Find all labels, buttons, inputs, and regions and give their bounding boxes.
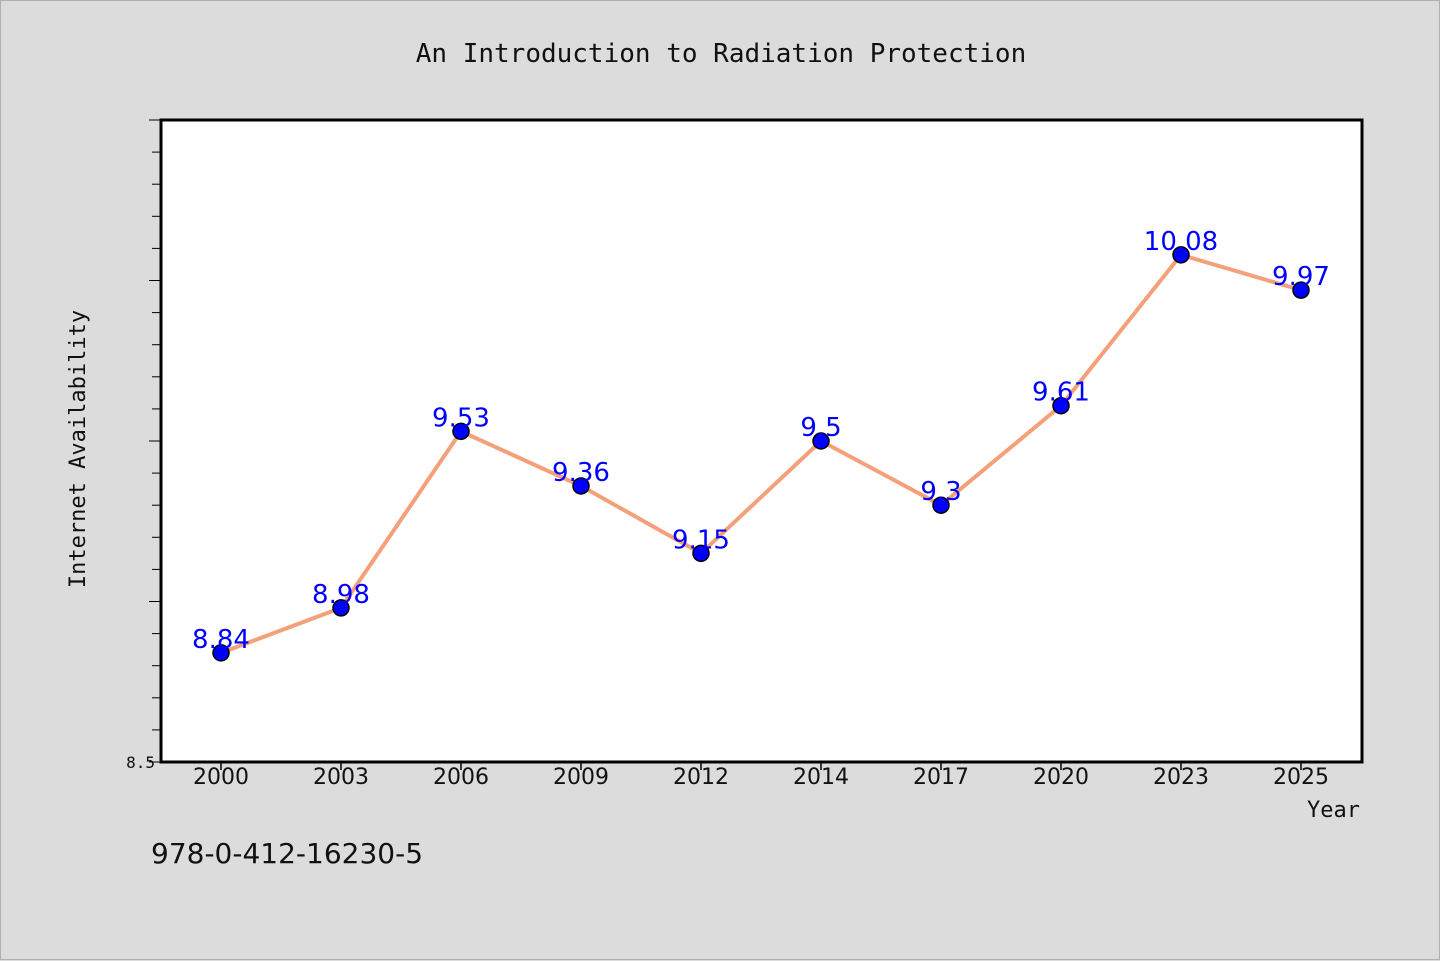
data-label: 9.61	[1032, 378, 1090, 408]
x-tick-label: 2020	[1033, 765, 1089, 790]
y-tick-label: 8.5	[126, 753, 155, 772]
data-label: 9.15	[672, 525, 730, 555]
data-point	[1052, 396, 1070, 415]
data-point	[452, 422, 470, 441]
x-tick-label: 2000	[193, 765, 249, 790]
data-point	[692, 544, 710, 563]
data-point	[812, 432, 830, 450]
data-labels: 8.84 8.98 9.53 9.36 9.15 9.5 9.3 9.61 10.08 9.97	[192, 227, 1330, 655]
y-axis-ticks: 8.5	[126, 119, 161, 772]
isbn-text: 978-0-412-16230-5	[151, 837, 424, 870]
x-axis-ticks: 2000 2003 2006 2009 2012 2014 2017 2020 2023 2025	[193, 762, 1329, 790]
y-axis-title: Internet Availability	[66, 310, 91, 588]
data-point	[932, 496, 950, 514]
x-tick-label: 2025	[1273, 765, 1329, 790]
chart-title: An Introduction to Radiation Protection	[416, 39, 1026, 69]
data-markers	[212, 246, 1310, 662]
data-label: 9.36	[552, 458, 610, 488]
x-axis-title: Year	[1307, 798, 1360, 823]
data-point	[572, 477, 590, 495]
data-label: 8.98	[312, 580, 370, 610]
data-label: 9.97	[1272, 262, 1330, 292]
x-tick-label: 2014	[793, 765, 849, 790]
x-tick-label: 2009	[553, 765, 609, 790]
plot-area	[159, 118, 1364, 764]
x-tick-label: 2003	[313, 765, 369, 790]
x-tick-label: 2023	[1153, 765, 1209, 790]
x-tick-label: 2006	[433, 765, 489, 790]
x-tick-label: 2012	[673, 765, 729, 790]
data-label: 8.84	[192, 625, 250, 655]
data-label: 9.5	[800, 413, 841, 443]
data-point	[1172, 246, 1190, 264]
data-label: 9.3	[920, 477, 961, 507]
series-line	[220, 252, 1302, 655]
data-label: 10.08	[1144, 227, 1218, 257]
data-point	[1292, 281, 1310, 299]
data-point	[212, 644, 230, 662]
data-label: 9.53	[432, 403, 490, 433]
x-tick-label: 2017	[913, 765, 969, 790]
data-point	[332, 599, 350, 617]
